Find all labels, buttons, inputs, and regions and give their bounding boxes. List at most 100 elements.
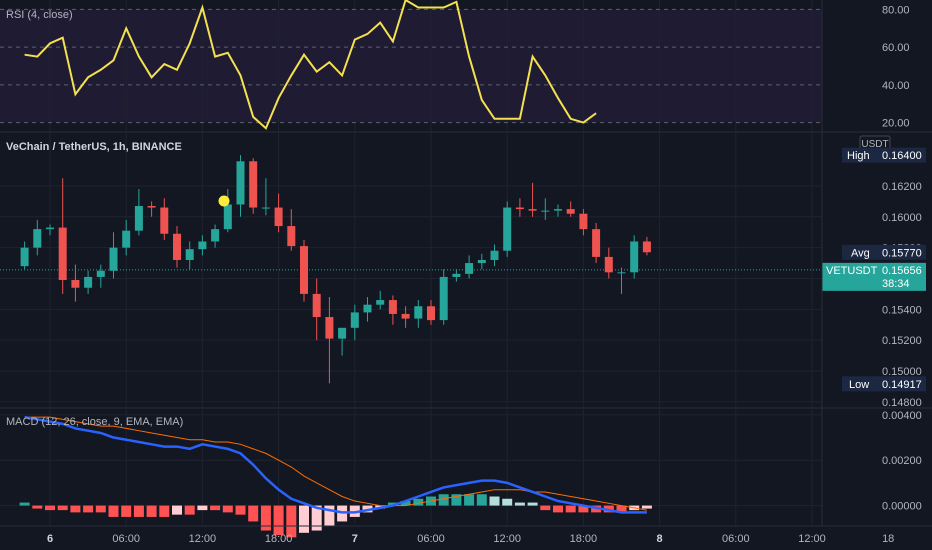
time-tick-label: 06:00 xyxy=(417,533,445,545)
histogram-bar xyxy=(540,505,551,511)
event-marker-icon[interactable] xyxy=(218,195,230,207)
histogram-bar xyxy=(400,501,411,506)
histogram-bar xyxy=(502,498,513,506)
macd-tick-label: 0.00400 xyxy=(882,410,922,422)
candle xyxy=(363,296,372,322)
time-tick-label: 12:00 xyxy=(189,533,217,545)
time-tick-label: 06:00 xyxy=(112,533,140,545)
rsi-pane[interactable]: RSI (4, close) 80.00 60.00 40.00 20.00 xyxy=(0,0,910,132)
histogram-bar xyxy=(146,505,157,517)
candle xyxy=(503,201,512,257)
high-tag: High 0.16400 xyxy=(842,147,926,163)
price-tick-label: 0.15200 xyxy=(882,335,922,347)
currency-text: USDT xyxy=(861,139,888,150)
price-tick-label: 0.15400 xyxy=(882,304,922,316)
macd-axis-ticks: 0.00400 0.00200 0.00000 xyxy=(882,410,922,513)
histogram-bar xyxy=(527,502,538,506)
histogram-bar xyxy=(45,505,55,511)
candles xyxy=(20,155,651,384)
price-tick-label: 0.15000 xyxy=(882,366,922,378)
rsi-tick-label: 80.00 xyxy=(882,4,910,16)
macd-line xyxy=(24,415,647,514)
histogram-bar xyxy=(311,505,322,531)
time-tick-label: 12:00 xyxy=(493,533,521,545)
price-pane[interactable]: VeChain / TetherUS, 1h, BINANCE 0.16200 0… xyxy=(0,132,926,409)
rsi-tick-label: 20.00 xyxy=(882,118,910,130)
histogram-bar xyxy=(616,505,627,513)
histogram-bar xyxy=(172,505,182,515)
candle xyxy=(274,193,283,233)
candle xyxy=(300,239,308,302)
candle xyxy=(401,306,410,328)
histogram-bar xyxy=(260,505,271,531)
histogram-bar xyxy=(565,505,576,513)
candle xyxy=(376,290,385,310)
candle xyxy=(58,178,67,294)
low-tag: Low 0.14917 xyxy=(842,376,926,392)
candle xyxy=(134,189,143,236)
candle xyxy=(261,178,270,216)
price-tick-label: 0.16000 xyxy=(882,212,922,224)
candle xyxy=(160,198,169,240)
candle xyxy=(185,241,194,270)
histogram-bar xyxy=(197,505,208,511)
candle xyxy=(236,155,245,217)
histogram-bar xyxy=(184,505,195,515)
candle xyxy=(465,255,474,279)
rsi-tick-label: 40.00 xyxy=(882,80,910,92)
low-value: 0.14917 xyxy=(882,379,922,391)
histogram-bar xyxy=(95,505,106,513)
candle xyxy=(211,224,220,248)
histogram-bar xyxy=(108,505,119,517)
histogram-bar xyxy=(451,494,462,506)
candle xyxy=(427,300,435,325)
candle xyxy=(223,189,232,233)
time-tick-label: 8 xyxy=(657,533,663,545)
histogram-bar xyxy=(489,496,500,506)
price-tick-label: 0.16200 xyxy=(882,181,922,193)
candle xyxy=(566,201,575,217)
rsi-axis-ticks: 80.00 60.00 40.00 20.00 xyxy=(882,4,910,129)
price-tick-label: 0.14800 xyxy=(882,397,922,409)
currency-label[interactable]: USDT xyxy=(859,135,891,152)
last-price-value: 0.15656 xyxy=(882,265,922,277)
histogram-bar xyxy=(19,502,30,506)
candle xyxy=(198,235,207,256)
candle xyxy=(173,226,181,268)
histogram-bar xyxy=(476,494,487,506)
candle xyxy=(325,296,334,384)
candle xyxy=(452,269,461,282)
candle xyxy=(528,182,537,217)
high-label: High xyxy=(847,150,870,162)
candle xyxy=(147,201,156,217)
macd-pane[interactable]: MACD (12, 26, close, 9, EMA, EMA) 0.0040… xyxy=(0,408,922,538)
last-price-tag: VETUSDT 0.15656 38:34 xyxy=(822,262,926,291)
candle xyxy=(71,264,80,302)
histogram-bar xyxy=(235,505,246,515)
histogram-bar xyxy=(210,505,221,511)
macd-signal-line xyxy=(24,416,647,511)
candle xyxy=(338,327,347,356)
candle xyxy=(33,219,42,256)
avg-label: Avg xyxy=(851,247,870,259)
candle xyxy=(592,222,601,264)
symbol-ticker: VETUSDT xyxy=(826,265,878,277)
price-grid xyxy=(0,132,822,408)
avg-value: 0.15770 xyxy=(882,247,922,259)
time-axis[interactable]: 6 06:00 12:00 18:00 7 06:00 12:00 18:00 8 06:00 12… xyxy=(47,533,894,545)
histogram-bar xyxy=(32,505,43,509)
candle xyxy=(642,236,651,256)
histogram-bar xyxy=(70,505,81,513)
time-tick-label: 06:00 xyxy=(722,533,750,545)
histogram-bar xyxy=(387,502,398,506)
histogram-bar xyxy=(248,505,259,522)
candle xyxy=(579,209,588,236)
histogram-bar xyxy=(133,505,144,517)
high-value: 0.16400 xyxy=(882,150,922,162)
symbol-title[interactable]: VeChain / TetherUS, 1h, BINANCE xyxy=(6,141,182,153)
avg-tag: Avg 0.15770 xyxy=(842,244,926,260)
candle xyxy=(84,270,93,294)
candle xyxy=(490,244,499,267)
time-tick-label: 6 xyxy=(47,533,53,545)
